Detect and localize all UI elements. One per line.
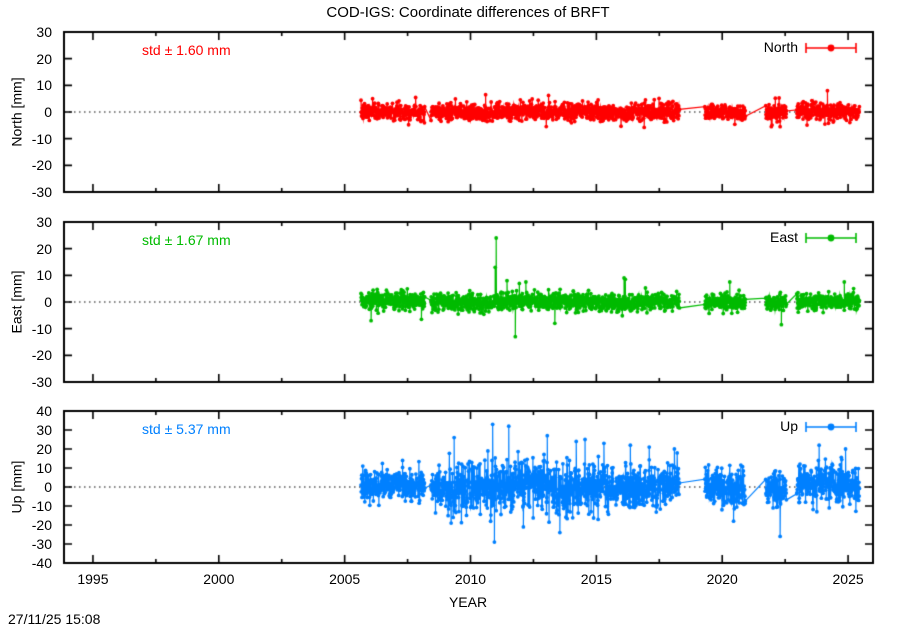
x-axis-label: YEAR [448, 594, 488, 610]
plot-timestamp: 27/11/25 15:08 [8, 611, 101, 627]
